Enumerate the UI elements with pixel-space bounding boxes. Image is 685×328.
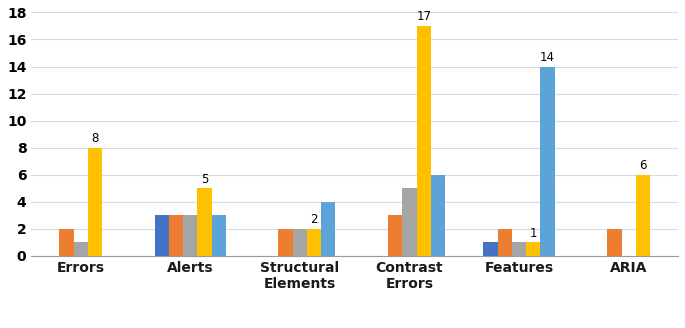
Bar xyxy=(155,215,169,256)
Bar xyxy=(526,242,540,256)
Bar xyxy=(416,26,431,256)
Bar xyxy=(169,215,183,256)
Bar xyxy=(608,229,621,256)
Text: 1: 1 xyxy=(530,227,537,240)
Bar xyxy=(292,229,307,256)
Text: 6: 6 xyxy=(639,159,647,172)
Bar xyxy=(307,229,321,256)
Bar xyxy=(197,188,212,256)
Bar xyxy=(636,175,650,256)
Bar xyxy=(279,229,292,256)
Bar xyxy=(402,188,416,256)
Text: 14: 14 xyxy=(540,51,555,64)
Bar xyxy=(88,148,102,256)
Bar xyxy=(498,229,512,256)
Bar xyxy=(212,215,226,256)
Bar xyxy=(60,229,73,256)
Bar xyxy=(388,215,402,256)
Bar xyxy=(540,67,555,256)
Text: 5: 5 xyxy=(201,173,208,186)
Bar xyxy=(321,202,336,256)
Text: 17: 17 xyxy=(416,10,432,23)
Bar xyxy=(512,242,526,256)
Text: 2: 2 xyxy=(310,213,318,226)
Bar xyxy=(484,242,498,256)
Text: 8: 8 xyxy=(91,132,99,145)
Bar xyxy=(73,242,88,256)
Bar xyxy=(431,175,445,256)
Bar xyxy=(183,215,197,256)
